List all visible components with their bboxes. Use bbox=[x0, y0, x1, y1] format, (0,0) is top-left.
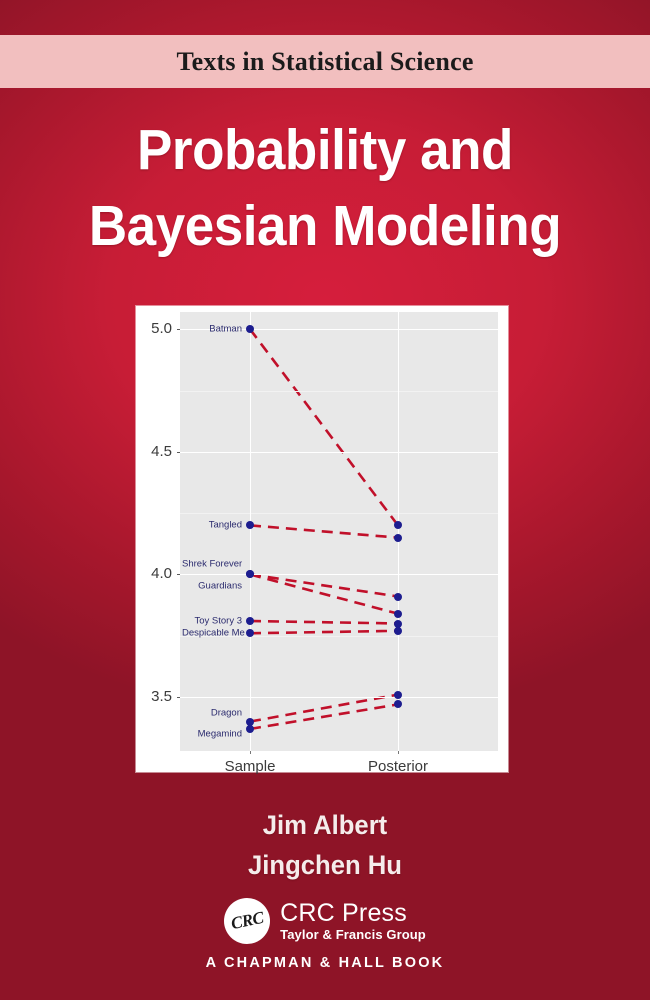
series-label-batman: Batman bbox=[209, 323, 242, 335]
data-point bbox=[246, 617, 254, 625]
data-point bbox=[246, 521, 254, 530]
x-axis-label-sample: Sample bbox=[224, 758, 276, 775]
data-point bbox=[394, 592, 402, 601]
data-point bbox=[394, 626, 402, 635]
series-label-shrek-forever: Shrek Forever bbox=[182, 558, 243, 570]
gridline-x-posterior bbox=[398, 312, 399, 751]
crc-disc-icon: CRC bbox=[224, 898, 271, 944]
series-line-batman bbox=[248, 328, 400, 527]
gridline-y-minor bbox=[180, 635, 498, 637]
x-axis-tick-mark bbox=[398, 751, 399, 754]
y-axis-tick-label: 5.0 bbox=[151, 320, 172, 338]
data-point bbox=[394, 609, 402, 618]
y-axis-tick-label: 4.5 bbox=[151, 442, 172, 460]
y-axis-tick-mark bbox=[177, 451, 180, 453]
publisher-name: CRC Press bbox=[280, 899, 407, 928]
title-line-1: Probability and bbox=[137, 118, 513, 182]
publisher-block: CRC CRC Press Taylor & Francis Group A C… bbox=[0, 898, 650, 971]
series-banner: Texts in Statistical Science bbox=[0, 35, 650, 88]
series-line-megamind bbox=[249, 703, 399, 731]
y-axis-tick-mark bbox=[177, 329, 180, 331]
y-axis-tick-label: 4.0 bbox=[151, 565, 172, 583]
cover-chart: Batman Tangled Shrek Forever Guardians Toy S… bbox=[136, 306, 508, 775]
series-line-despicable-me bbox=[249, 629, 399, 635]
x-axis-label-posterior: Posterior bbox=[367, 758, 429, 775]
x-axis-tick-mark bbox=[250, 751, 251, 754]
series-title: Texts in Statistical Science bbox=[176, 46, 474, 76]
publisher-name-block: CRC Press Taylor & Francis Group bbox=[280, 900, 426, 942]
series-label-tangled: Tangled bbox=[208, 519, 242, 531]
series-label-guardians: Guardians bbox=[198, 580, 242, 592]
gridline-x-sample bbox=[250, 312, 251, 751]
series-line-tangled bbox=[249, 524, 399, 539]
data-point bbox=[394, 700, 402, 709]
gridline-y-4.5 bbox=[180, 451, 498, 453]
gridline-y-minor bbox=[180, 513, 498, 515]
author-block: Jim Albert Jingchen Hu bbox=[0, 805, 650, 885]
publisher-group: Taylor & Francis Group bbox=[280, 927, 426, 943]
data-point bbox=[246, 724, 254, 733]
data-point bbox=[246, 325, 254, 334]
plot-panel: Batman Tangled Shrek Forever Guardians Toy S… bbox=[180, 312, 498, 751]
gridline-y-4.0 bbox=[180, 574, 498, 576]
author-1: Jim Albert bbox=[262, 810, 388, 840]
data-point bbox=[394, 690, 402, 699]
series-label-toy-story-3: Toy Story 3 bbox=[194, 615, 242, 627]
series-line-guardians bbox=[249, 573, 399, 598]
page-title: Probability and Bayesian Modeling bbox=[0, 112, 650, 264]
series-line-dragon bbox=[249, 693, 399, 723]
author-2: Jingchen Hu bbox=[248, 850, 402, 880]
data-point bbox=[246, 570, 254, 579]
data-point bbox=[246, 717, 254, 726]
gridline-y-3.5 bbox=[180, 697, 498, 698]
crc-monogram: CRC bbox=[229, 907, 265, 934]
imprint-line: A CHAPMAN & HALL BOOK bbox=[205, 955, 445, 971]
series-line-shrek-forever bbox=[249, 573, 399, 615]
gridline-y-minor bbox=[180, 390, 498, 392]
data-point bbox=[394, 521, 402, 530]
title-line-2: Bayesian Modeling bbox=[88, 194, 562, 258]
y-axis-tick-label: 3.5 bbox=[151, 688, 172, 705]
crc-logo: CRC CRC Press Taylor & Francis Group bbox=[0, 898, 650, 944]
y-axis-tick-mark bbox=[177, 574, 180, 576]
series-label-dragon: Dragon bbox=[210, 707, 242, 719]
data-point bbox=[394, 533, 402, 542]
data-point bbox=[394, 619, 402, 628]
series-label-despicable-me: Despicable Me bbox=[182, 627, 245, 639]
chart-lines bbox=[248, 328, 400, 731]
data-point bbox=[246, 629, 254, 638]
series-line-toy-story-3 bbox=[249, 619, 399, 625]
gridline-y-5.0 bbox=[180, 329, 498, 331]
y-axis-tick-mark bbox=[177, 697, 180, 698]
series-label-megamind: Megamind bbox=[197, 728, 242, 740]
